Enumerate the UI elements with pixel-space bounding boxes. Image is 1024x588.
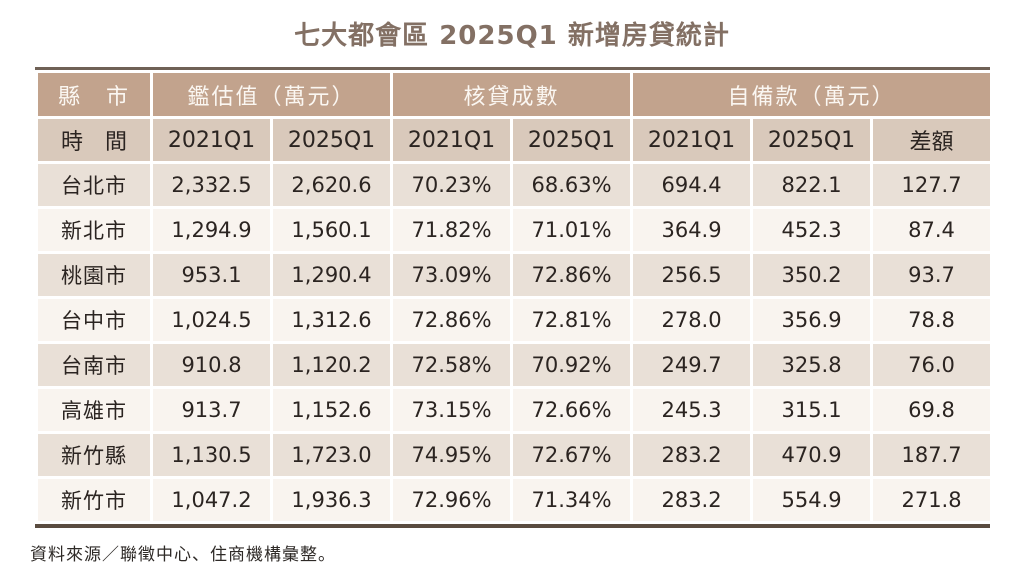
- value-cell: 71.82%: [390, 206, 514, 254]
- group-header-row: 縣 市 鑑估值（萬元） 核貸成數 自備款（萬元）: [35, 70, 994, 119]
- value-cell: 93.7: [870, 251, 994, 299]
- sub-header-time: 時 間: [35, 116, 153, 164]
- value-cell: 73.15%: [390, 386, 514, 434]
- sub-header-appraisal-2021q1: 2021Q1: [150, 116, 273, 164]
- page-title: 七大都會區 2025Q1 新增房貸統計: [294, 21, 730, 51]
- table-row: 台中市 1,024.5 1,312.6 72.86% 72.81% 278.0 …: [35, 296, 994, 344]
- city-cell: 新竹市: [35, 476, 153, 524]
- value-cell: 72.66%: [510, 386, 634, 434]
- stats-table: 縣 市 鑑估值（萬元） 核貸成數 自備款（萬元） 時 間 2021Q1 2025…: [35, 70, 994, 524]
- city-cell: 台南市: [35, 341, 153, 389]
- value-cell: 72.86%: [390, 296, 514, 344]
- stats-table-wrap: 縣 市 鑑估值（萬元） 核貸成數 自備款（萬元） 時 間 2021Q1 2025…: [35, 67, 994, 528]
- value-cell: 74.95%: [390, 431, 514, 479]
- value-cell: 187.7: [870, 431, 994, 479]
- group-header-city: 縣 市: [35, 70, 153, 119]
- value-cell: 1,120.2: [269, 341, 394, 389]
- group-header-ltv: 核貸成數: [390, 70, 634, 119]
- value-cell: 325.8: [750, 341, 874, 389]
- value-cell: 364.9: [630, 206, 754, 254]
- table-row: 桃園市 953.1 1,290.4 73.09% 72.86% 256.5 35…: [35, 251, 994, 299]
- table-row: 新竹市 1,047.2 1,936.3 72.96% 71.34% 283.2 …: [35, 476, 994, 524]
- value-cell: 1,936.3: [269, 476, 394, 524]
- value-cell: 1,723.0: [269, 431, 394, 479]
- value-cell: 1,024.5: [150, 296, 273, 344]
- value-cell: 470.9: [750, 431, 874, 479]
- value-cell: 350.2: [750, 251, 874, 299]
- table-row: 新竹縣 1,130.5 1,723.0 74.95% 72.67% 283.2 …: [35, 431, 994, 479]
- value-cell: 283.2: [630, 431, 754, 479]
- value-cell: 910.8: [150, 341, 273, 389]
- sub-header-appraisal-2025q1: 2025Q1: [269, 116, 394, 164]
- table-row: 台北市 2,332.5 2,620.6 70.23% 68.63% 694.4 …: [35, 161, 994, 209]
- value-cell: 70.92%: [510, 341, 634, 389]
- city-cell: 高雄市: [35, 386, 153, 434]
- value-cell: 452.3: [750, 206, 874, 254]
- source-note: 資料來源／聯徵中心、住商機構彙整。: [30, 545, 336, 565]
- sub-header-difference: 差額: [870, 116, 994, 164]
- value-cell: 822.1: [750, 161, 874, 209]
- value-cell: 1,294.9: [150, 206, 273, 254]
- value-cell: 87.4: [870, 206, 994, 254]
- value-cell: 554.9: [750, 476, 874, 524]
- value-cell: 249.7: [630, 341, 754, 389]
- value-cell: 256.5: [630, 251, 754, 299]
- value-cell: 2,620.6: [269, 161, 394, 209]
- value-cell: 1,290.4: [269, 251, 394, 299]
- value-cell: 70.23%: [390, 161, 514, 209]
- value-cell: 68.63%: [510, 161, 634, 209]
- sub-header-row: 時 間 2021Q1 2025Q1 2021Q1 2025Q1 2021Q1 2…: [35, 116, 994, 164]
- value-cell: 694.4: [630, 161, 754, 209]
- sub-header-ltv-2021q1: 2021Q1: [390, 116, 514, 164]
- city-cell: 新竹縣: [35, 431, 153, 479]
- value-cell: 1,130.5: [150, 431, 273, 479]
- city-cell: 新北市: [35, 206, 153, 254]
- value-cell: 72.86%: [510, 251, 634, 299]
- value-cell: 72.81%: [510, 296, 634, 344]
- table-row: 高雄市 913.7 1,152.6 73.15% 72.66% 245.3 31…: [35, 386, 994, 434]
- value-cell: 69.8: [870, 386, 994, 434]
- value-cell: 71.01%: [510, 206, 634, 254]
- value-cell: 72.58%: [390, 341, 514, 389]
- value-cell: 2,332.5: [150, 161, 273, 209]
- value-cell: 72.96%: [390, 476, 514, 524]
- city-cell: 台中市: [35, 296, 153, 344]
- value-cell: 913.7: [150, 386, 273, 434]
- group-header-appraisal: 鑑估值（萬元）: [149, 70, 394, 119]
- value-cell: 71.34%: [510, 476, 634, 524]
- city-cell: 台北市: [35, 161, 153, 209]
- value-cell: 127.7: [870, 161, 994, 209]
- value-cell: 73.09%: [390, 251, 514, 299]
- value-cell: 356.9: [750, 296, 874, 344]
- sub-header-downpayment-2025q1: 2025Q1: [750, 116, 874, 164]
- value-cell: 271.8: [870, 476, 994, 524]
- value-cell: 1,312.6: [269, 296, 394, 344]
- value-cell: 283.2: [630, 476, 754, 524]
- value-cell: 1,152.6: [269, 386, 394, 434]
- value-cell: 315.1: [750, 386, 874, 434]
- value-cell: 953.1: [150, 251, 273, 299]
- value-cell: 278.0: [630, 296, 754, 344]
- value-cell: 245.3: [630, 386, 754, 434]
- sub-header-downpayment-2021q1: 2021Q1: [630, 116, 754, 164]
- value-cell: 78.8: [870, 296, 994, 344]
- city-cell: 桃園市: [35, 251, 153, 299]
- value-cell: 72.67%: [510, 431, 634, 479]
- value-cell: 76.0: [870, 341, 994, 389]
- table-row: 新北市 1,294.9 1,560.1 71.82% 71.01% 364.9 …: [35, 206, 994, 254]
- value-cell: 1,560.1: [269, 206, 394, 254]
- value-cell: 1,047.2: [150, 476, 273, 524]
- sub-header-ltv-2025q1: 2025Q1: [510, 116, 634, 164]
- group-header-downpayment: 自備款（萬元）: [630, 70, 994, 119]
- table-row: 台南市 910.8 1,120.2 72.58% 70.92% 249.7 32…: [35, 341, 994, 389]
